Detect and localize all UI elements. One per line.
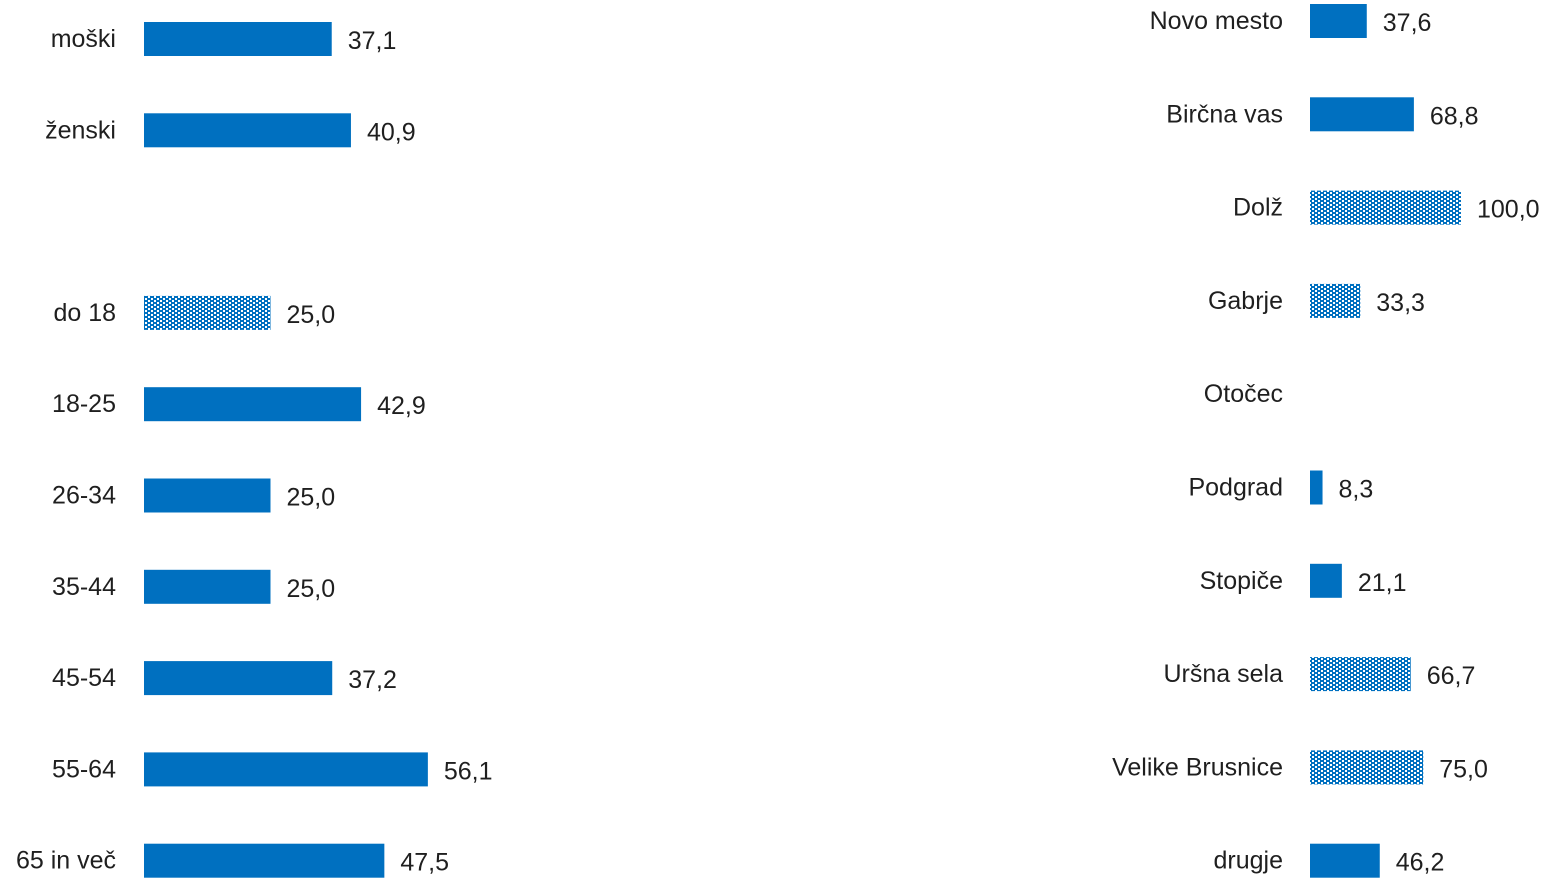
data-label: 47,5 [400,849,449,877]
bar [1310,843,1380,878]
data-label: 37,2 [348,666,397,694]
bar [144,22,332,56]
bar [144,661,333,696]
data-label: 68,8 [1430,102,1479,130]
category-label: Otočec [1204,380,1283,408]
data-label: 25,0 [287,301,336,329]
category-label: 35-44 [52,573,116,601]
category-label: moški [51,25,116,53]
category-label: Velike Brusnice [1112,753,1283,781]
bar [144,387,362,422]
data-label: 37,6 [1383,9,1432,37]
bar [144,113,351,148]
category-label: Podgrad [1188,474,1283,502]
bar [1310,657,1411,692]
data-label: 66,7 [1427,662,1476,690]
category-label: Novo mesto [1150,7,1283,35]
data-label: 75,0 [1439,755,1488,783]
bar [1310,4,1367,38]
data-label: 40,9 [367,118,416,146]
data-label: 25,0 [287,484,336,512]
data-label: 25,0 [287,575,336,603]
category-label: do 18 [53,299,116,327]
category-label: 18-25 [52,390,116,418]
data-label: 33,3 [1376,289,1425,317]
bar [1310,563,1342,598]
category-label: 55-64 [52,755,116,783]
category-label: Birčna vas [1166,100,1283,128]
bar [1310,97,1414,132]
data-label: 46,2 [1396,849,1445,877]
right-bar-chart: Novo mesto 37,6 Birčna vas 68,8 Dolž 100,0 Gab… [1112,4,1540,878]
bar [144,569,271,604]
bar [1310,470,1323,505]
category-label: Gabrje [1208,287,1283,315]
category-label: drugje [1214,847,1284,875]
bar [1310,190,1461,225]
bar [1310,750,1424,785]
data-label: 21,1 [1358,569,1407,597]
category-label: Uršna sela [1164,660,1284,688]
bar [144,843,385,878]
bar [1310,283,1361,318]
category-label: 45-54 [52,664,116,692]
category-label: Stopiče [1200,567,1283,595]
category-label: 26-34 [52,482,116,510]
category-label: 65 in več [16,847,116,875]
bar [144,478,271,513]
category-label: Dolž [1233,194,1283,222]
data-label: 56,1 [444,757,493,785]
data-label: 100,0 [1477,196,1540,224]
data-label: 8,3 [1339,476,1374,504]
data-label: 37,1 [348,27,397,55]
bar [144,295,271,330]
category-label: ženski [45,116,116,144]
bar [144,752,428,787]
data-label: 42,9 [377,392,426,420]
left-bar-chart: moški 37,1 ženski 40,9 do 18 25,0 18-25 42,9 26-… [16,22,493,878]
